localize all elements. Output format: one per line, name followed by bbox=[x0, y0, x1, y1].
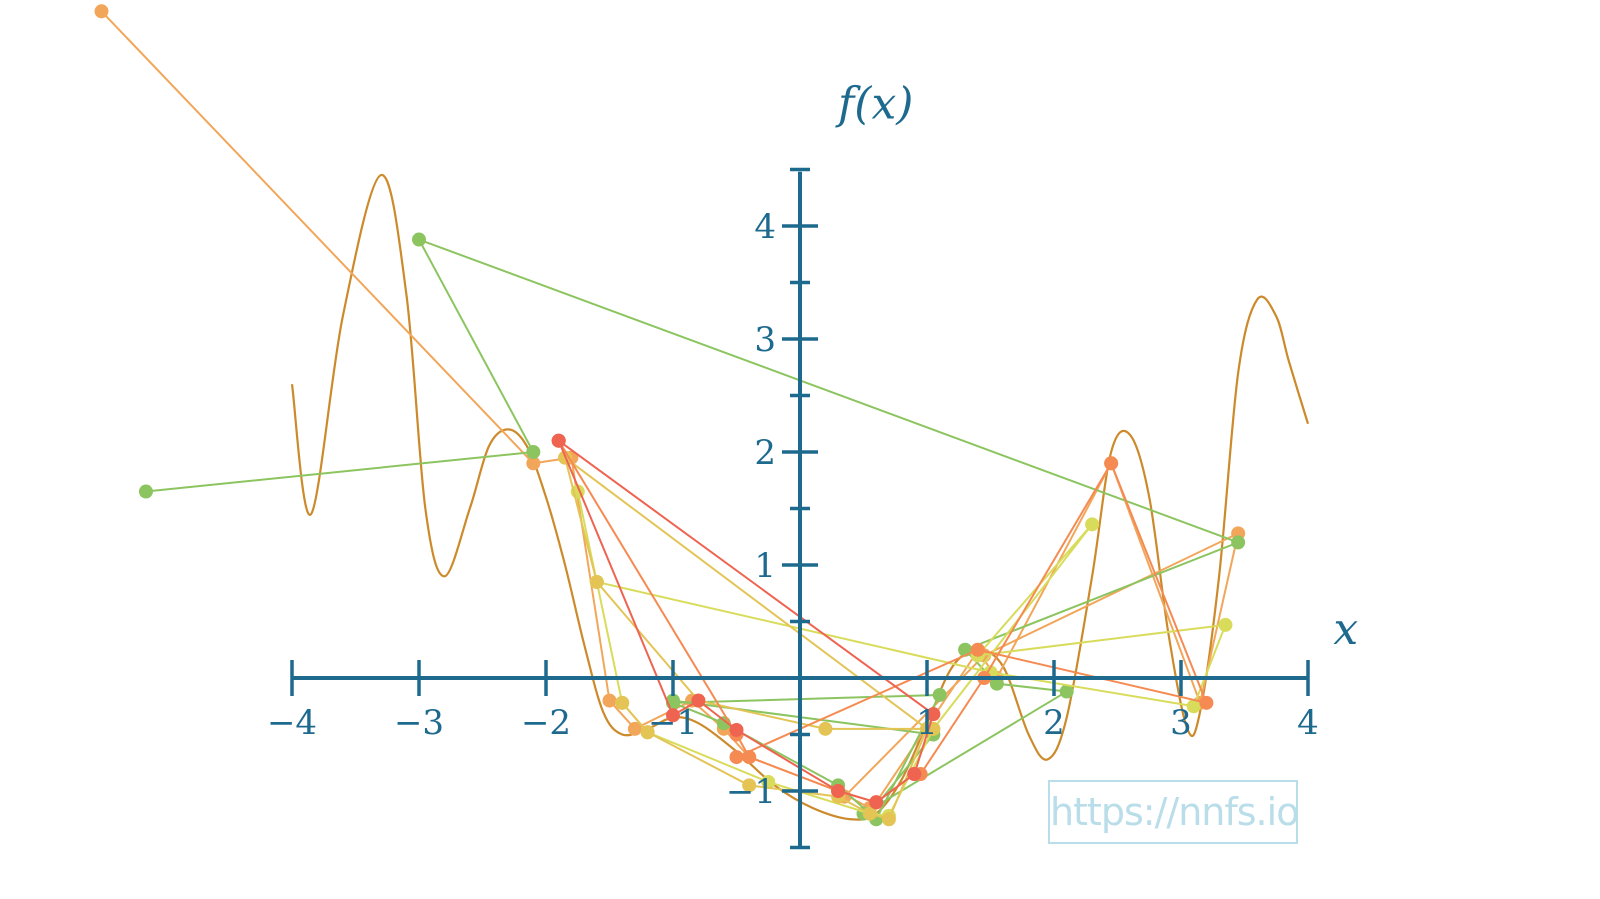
x-axis-label: x bbox=[1333, 604, 1358, 655]
data-point bbox=[1231, 535, 1246, 550]
data-point bbox=[970, 642, 985, 657]
data-point bbox=[862, 806, 877, 821]
data-point bbox=[526, 445, 541, 459]
data-point bbox=[526, 456, 541, 471]
data-point bbox=[881, 812, 896, 827]
series-4 bbox=[558, 450, 941, 827]
x-tick-label: −1 bbox=[648, 703, 698, 743]
data-point bbox=[761, 774, 776, 789]
data-point bbox=[1059, 684, 1074, 699]
data-point bbox=[602, 693, 617, 708]
x-tick-label: 1 bbox=[916, 703, 938, 743]
y-tick-label: 4 bbox=[754, 207, 776, 247]
data-point bbox=[138, 484, 153, 499]
ticks: −4 −3 −2 −1 1 2 3 4 −1 1 2 3 4 bbox=[267, 167, 1319, 850]
data-point bbox=[1085, 517, 1100, 532]
y-tick-label: −1 bbox=[726, 772, 776, 812]
y-tick-label: 1 bbox=[754, 546, 776, 586]
series-6 bbox=[551, 433, 941, 810]
x-tick-label: 3 bbox=[1170, 703, 1192, 743]
x-tick-label: 2 bbox=[1043, 703, 1065, 743]
data-point bbox=[94, 4, 109, 19]
x-tick-label: −4 bbox=[267, 703, 317, 743]
x-tick-label: 4 bbox=[1297, 703, 1319, 743]
data-point bbox=[1218, 617, 1233, 632]
data-point bbox=[818, 721, 833, 736]
x-tick-label: −2 bbox=[521, 703, 571, 743]
data-point bbox=[1199, 695, 1214, 710]
data-point bbox=[666, 708, 680, 723]
data-point bbox=[932, 687, 947, 702]
y-tick-label: 2 bbox=[754, 433, 776, 473]
function-curve bbox=[290, 174, 1310, 821]
data-point bbox=[729, 750, 744, 765]
data-point bbox=[627, 721, 642, 736]
series-5 bbox=[551, 433, 1214, 810]
data-point bbox=[691, 693, 706, 708]
data-point bbox=[1104, 456, 1119, 471]
data-point bbox=[989, 676, 1004, 691]
data-point bbox=[615, 695, 630, 710]
data-point bbox=[742, 778, 757, 793]
data-point bbox=[412, 232, 426, 247]
data-point bbox=[589, 574, 604, 589]
data-point bbox=[742, 750, 757, 765]
series-layer bbox=[94, 4, 1246, 827]
data-point bbox=[907, 767, 922, 782]
data-point bbox=[926, 707, 941, 722]
data-point bbox=[869, 795, 884, 810]
y-tick-label: 3 bbox=[754, 320, 776, 360]
data-point bbox=[831, 784, 846, 798]
y-axis-label: f(x) bbox=[835, 79, 913, 130]
x-tick-label: −3 bbox=[394, 703, 444, 743]
watermark: https://nnfs.io bbox=[1048, 780, 1299, 844]
data-point bbox=[551, 433, 566, 448]
data-point bbox=[640, 725, 655, 740]
data-point bbox=[729, 722, 744, 737]
function-curve-layer bbox=[290, 174, 1310, 821]
data-point bbox=[666, 693, 680, 708]
data-point bbox=[1186, 699, 1201, 714]
series-line bbox=[563, 455, 934, 821]
